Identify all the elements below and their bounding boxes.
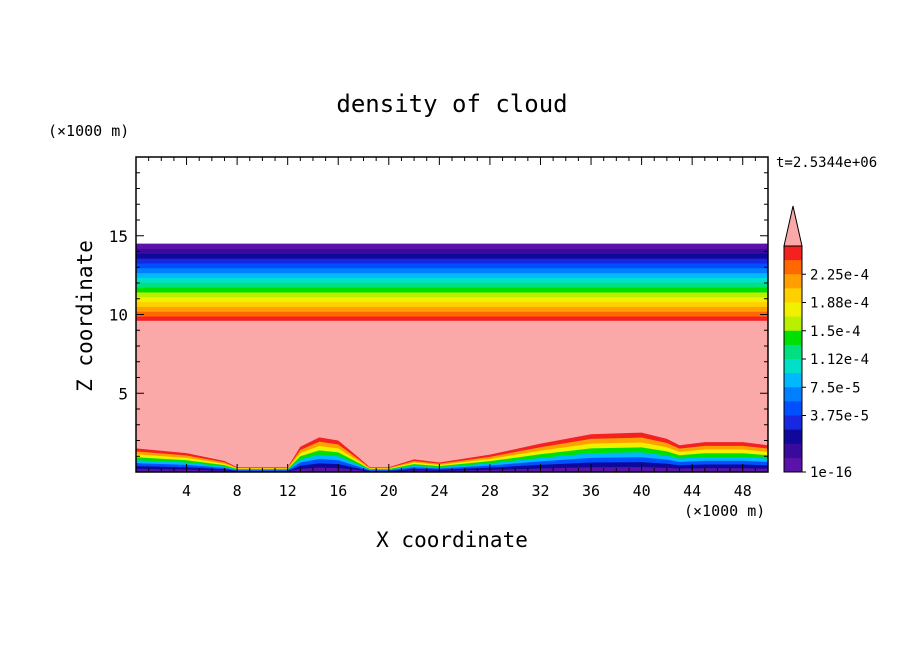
x-tick-label: 44 [683, 482, 701, 500]
y-axis-label: Z coordinate [73, 240, 97, 392]
colorbar-swatch [784, 401, 802, 416]
upper-layer-band [136, 291, 768, 298]
colorbar-swatch [784, 415, 802, 431]
colorbar-swatch [784, 330, 802, 346]
colorbar-swatch [784, 274, 802, 289]
colorbar-label: 7.5e-5 [810, 380, 861, 396]
x-tick-label: 24 [430, 482, 448, 500]
x-tick-label: 4 [182, 482, 191, 500]
upper-layer-band [136, 253, 768, 259]
colorbar: 2.25e-4 1.88e-4 1.5e-4 1.12e-4 7.5e-5 3.75e-5… [783, 205, 869, 481]
x-axis-label: X coordinate [376, 528, 528, 552]
upper-layer-band [136, 248, 768, 254]
upper-layer-band [136, 277, 768, 283]
upper-layer-band [136, 262, 768, 269]
upper-layer-band [136, 315, 768, 322]
x-tick-label: 32 [531, 482, 549, 500]
upper-layer-band [136, 243, 768, 250]
colorbar-swatch [784, 316, 802, 332]
colorbar-over-triangle [783, 205, 803, 247]
colorbar-swatch [784, 373, 802, 388]
colorbar-label: 3.75e-5 [810, 409, 869, 425]
x-tick-label: 20 [380, 482, 398, 500]
colorbar-swatch [784, 246, 802, 261]
y-tick-label: 10 [109, 306, 128, 325]
chart-title: density of cloud [336, 90, 567, 118]
upper-layer-band [136, 287, 768, 293]
x-unit-label: (×1000 m) [684, 502, 765, 520]
colorbar-swatch [784, 260, 802, 275]
colorbar-swatch [784, 443, 802, 459]
colorbar-label: 1e-16 [810, 465, 852, 481]
x-tick-label: 40 [633, 482, 651, 500]
x-axis-ticks: 4 8 12 16 20 24 28 32 36 40 44 48 [148, 157, 756, 500]
upper-layer-band [136, 306, 768, 312]
upper-layer-band [136, 267, 768, 274]
upper-layer-band [136, 282, 768, 288]
x-tick-label: 28 [481, 482, 499, 500]
colorbar-swatch [784, 302, 802, 318]
upper-layer-band [136, 296, 768, 303]
x-tick-label: 16 [329, 482, 347, 500]
x-tick-label: 36 [582, 482, 600, 500]
x-tick-label: 48 [734, 482, 752, 500]
colorbar-swatch [784, 288, 802, 303]
colorbar-label: 2.25e-4 [810, 267, 869, 283]
upper-layer-band [136, 301, 768, 307]
colorbar-swatch [784, 359, 802, 374]
upper-layer-band [136, 311, 768, 317]
colorbar-swatch [784, 387, 802, 402]
x-tick-label: 8 [233, 482, 242, 500]
colorbar-swatch [784, 429, 802, 445]
x-tick-label: 12 [279, 482, 297, 500]
upper-layer-band [136, 258, 768, 264]
plot-field [136, 243, 768, 472]
y-tick-label: 15 [109, 227, 128, 246]
colorbar-swatch [784, 457, 802, 473]
y-unit-label: (×1000 m) [48, 122, 129, 140]
colorbar-swatch [784, 344, 802, 360]
colorbar-label: 1.88e-4 [810, 296, 869, 312]
colorbar-label: 1.5e-4 [810, 324, 861, 340]
colorbar-label: 1.12e-4 [810, 352, 869, 368]
upper-layer-band [136, 272, 768, 278]
surface-layer-band [136, 467, 768, 472]
y-axis-ticks: 5 10 15 [109, 172, 768, 457]
y-tick-label: 5 [118, 384, 128, 403]
time-label: t=2.5344e+06 [776, 155, 877, 171]
